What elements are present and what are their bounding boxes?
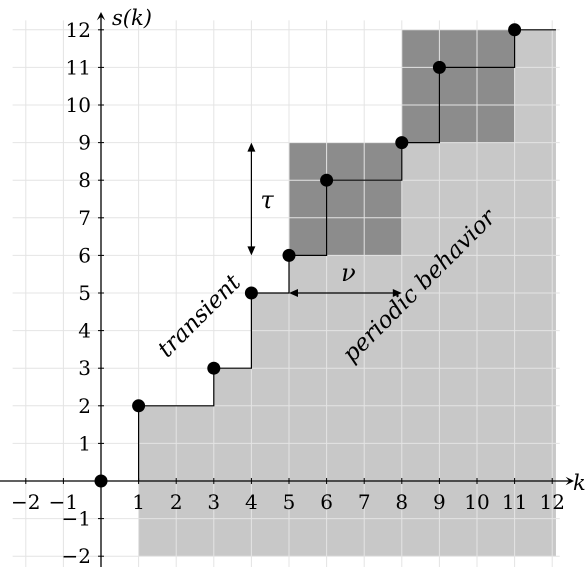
x-tick-label: −2 xyxy=(11,490,40,514)
tau-label: τ xyxy=(260,186,274,214)
y-tick-label: 1 xyxy=(78,431,91,455)
y-tick-label: 10 xyxy=(66,93,91,117)
y-tick-label: −2 xyxy=(62,544,91,567)
nu-arrowhead-left-icon xyxy=(289,289,298,297)
data-point xyxy=(508,23,522,37)
x-axis-arrow-icon xyxy=(565,476,574,486)
x-tick-label: 3 xyxy=(207,490,220,514)
data-point xyxy=(282,248,296,262)
x-tick-label: 7 xyxy=(358,490,371,514)
x-tick-label: 10 xyxy=(464,490,489,514)
data-point xyxy=(395,136,409,150)
x-tick-label: 9 xyxy=(433,490,446,514)
y-tick-label: 8 xyxy=(78,168,91,192)
y-tick-label: 3 xyxy=(78,356,91,380)
x-tick-label: −1 xyxy=(49,490,78,514)
tau-arrowhead-down-icon xyxy=(247,246,256,256)
data-point xyxy=(94,474,108,488)
data-point xyxy=(132,399,146,413)
y-tick-label: 4 xyxy=(78,319,91,343)
period-square-1 xyxy=(289,142,402,256)
y-tick-label: 2 xyxy=(78,394,91,418)
data-point xyxy=(207,361,221,375)
x-tick-label: 6 xyxy=(320,490,333,514)
data-point xyxy=(320,173,334,187)
period-square-2 xyxy=(401,29,515,143)
x-tick-label: 8 xyxy=(395,490,408,514)
data-points xyxy=(94,23,522,488)
x-tick-label: 12 xyxy=(539,490,564,514)
step-function-line xyxy=(138,29,556,481)
tau-arrowhead-up-icon xyxy=(247,142,256,152)
data-point xyxy=(432,60,446,74)
y-tick-label: 6 xyxy=(78,243,91,267)
data-point xyxy=(244,286,258,300)
step-line xyxy=(138,29,556,481)
y-tick-label: 7 xyxy=(78,206,91,230)
y-axis-label: s(k) xyxy=(112,6,152,30)
y-tick-label: 9 xyxy=(78,131,91,155)
nu-arrowhead-right-icon xyxy=(392,289,402,297)
y-tick-label: 5 xyxy=(78,281,91,305)
transient-label: transient xyxy=(153,269,247,363)
y-tick-label: 11 xyxy=(66,55,91,79)
y-axis-arrow-icon xyxy=(96,12,106,21)
y-tick-label: −1 xyxy=(62,507,91,531)
x-tick-label: 5 xyxy=(283,490,296,514)
nu-label: ν xyxy=(341,259,356,287)
x-axis-label: k xyxy=(573,471,585,495)
x-tick-label: 11 xyxy=(502,490,527,514)
y-tick-label: 12 xyxy=(66,18,91,42)
x-tick-label: 2 xyxy=(170,490,183,514)
x-tick-label: 1 xyxy=(132,490,145,514)
x-tick-label: 4 xyxy=(245,490,258,514)
